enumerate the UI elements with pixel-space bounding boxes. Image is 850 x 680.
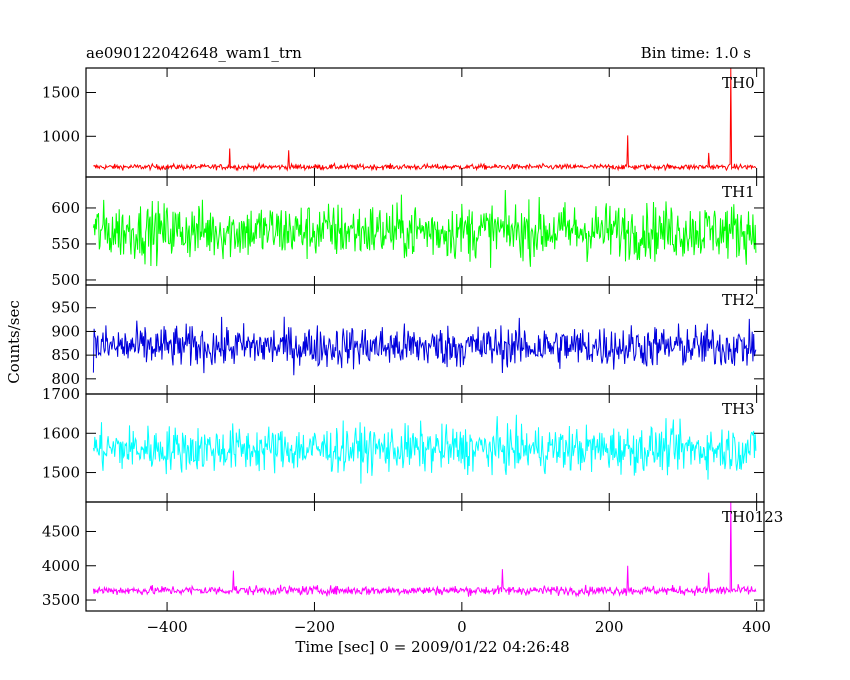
- panel-frame-th0: [85, 67, 765, 178]
- y-tick-label: 3500: [42, 591, 80, 609]
- y-tick-label: 800: [51, 370, 80, 388]
- y-tick-label: 1500: [42, 464, 80, 482]
- x-tick-label: −400: [146, 618, 187, 636]
- series-line-th3: [92, 414, 757, 484]
- series-line-th1: [92, 189, 757, 268]
- y-tick-label: 500: [51, 271, 80, 289]
- y-tick-label: 550: [51, 235, 80, 253]
- bin-time-label: Bin time: 1.0 s: [640, 44, 751, 62]
- series-line-th2: [92, 316, 757, 376]
- series-line-th0: [93, 67, 757, 173]
- y-tick-label: 900: [51, 322, 80, 340]
- y-tick-label: 1000: [42, 127, 80, 145]
- y-tick-label: 1600: [42, 424, 80, 442]
- observation-id-title: ae090122042648_wam1_trn: [86, 44, 302, 62]
- panel-label-th0123: TH0123: [722, 508, 783, 526]
- panel-label-th2: TH2: [722, 291, 755, 309]
- y-tick-label: 600: [51, 199, 80, 217]
- x-axis-label: Time [sec] 0 = 2009/01/22 04:26:48: [295, 638, 570, 656]
- panel-label-th3: TH3: [722, 400, 755, 418]
- y-tick-label: 950: [51, 299, 80, 317]
- y-tick-label: 4000: [42, 557, 80, 575]
- y-tick-label: 4500: [42, 522, 80, 540]
- panel-label-th0: TH0: [722, 74, 755, 92]
- x-tick-label: 0: [457, 618, 467, 636]
- panel-frame-th0123: [85, 501, 765, 612]
- y-tick-label: 1500: [42, 84, 80, 102]
- panel-label-th1: TH1: [722, 183, 755, 201]
- series-line-th0123: [92, 501, 757, 598]
- y-tick-label: 1700: [42, 385, 80, 403]
- y-tick-label: 850: [51, 346, 80, 364]
- x-tick-label: 200: [595, 618, 624, 636]
- x-tick-label: 400: [742, 618, 771, 636]
- x-tick-label: −200: [294, 618, 335, 636]
